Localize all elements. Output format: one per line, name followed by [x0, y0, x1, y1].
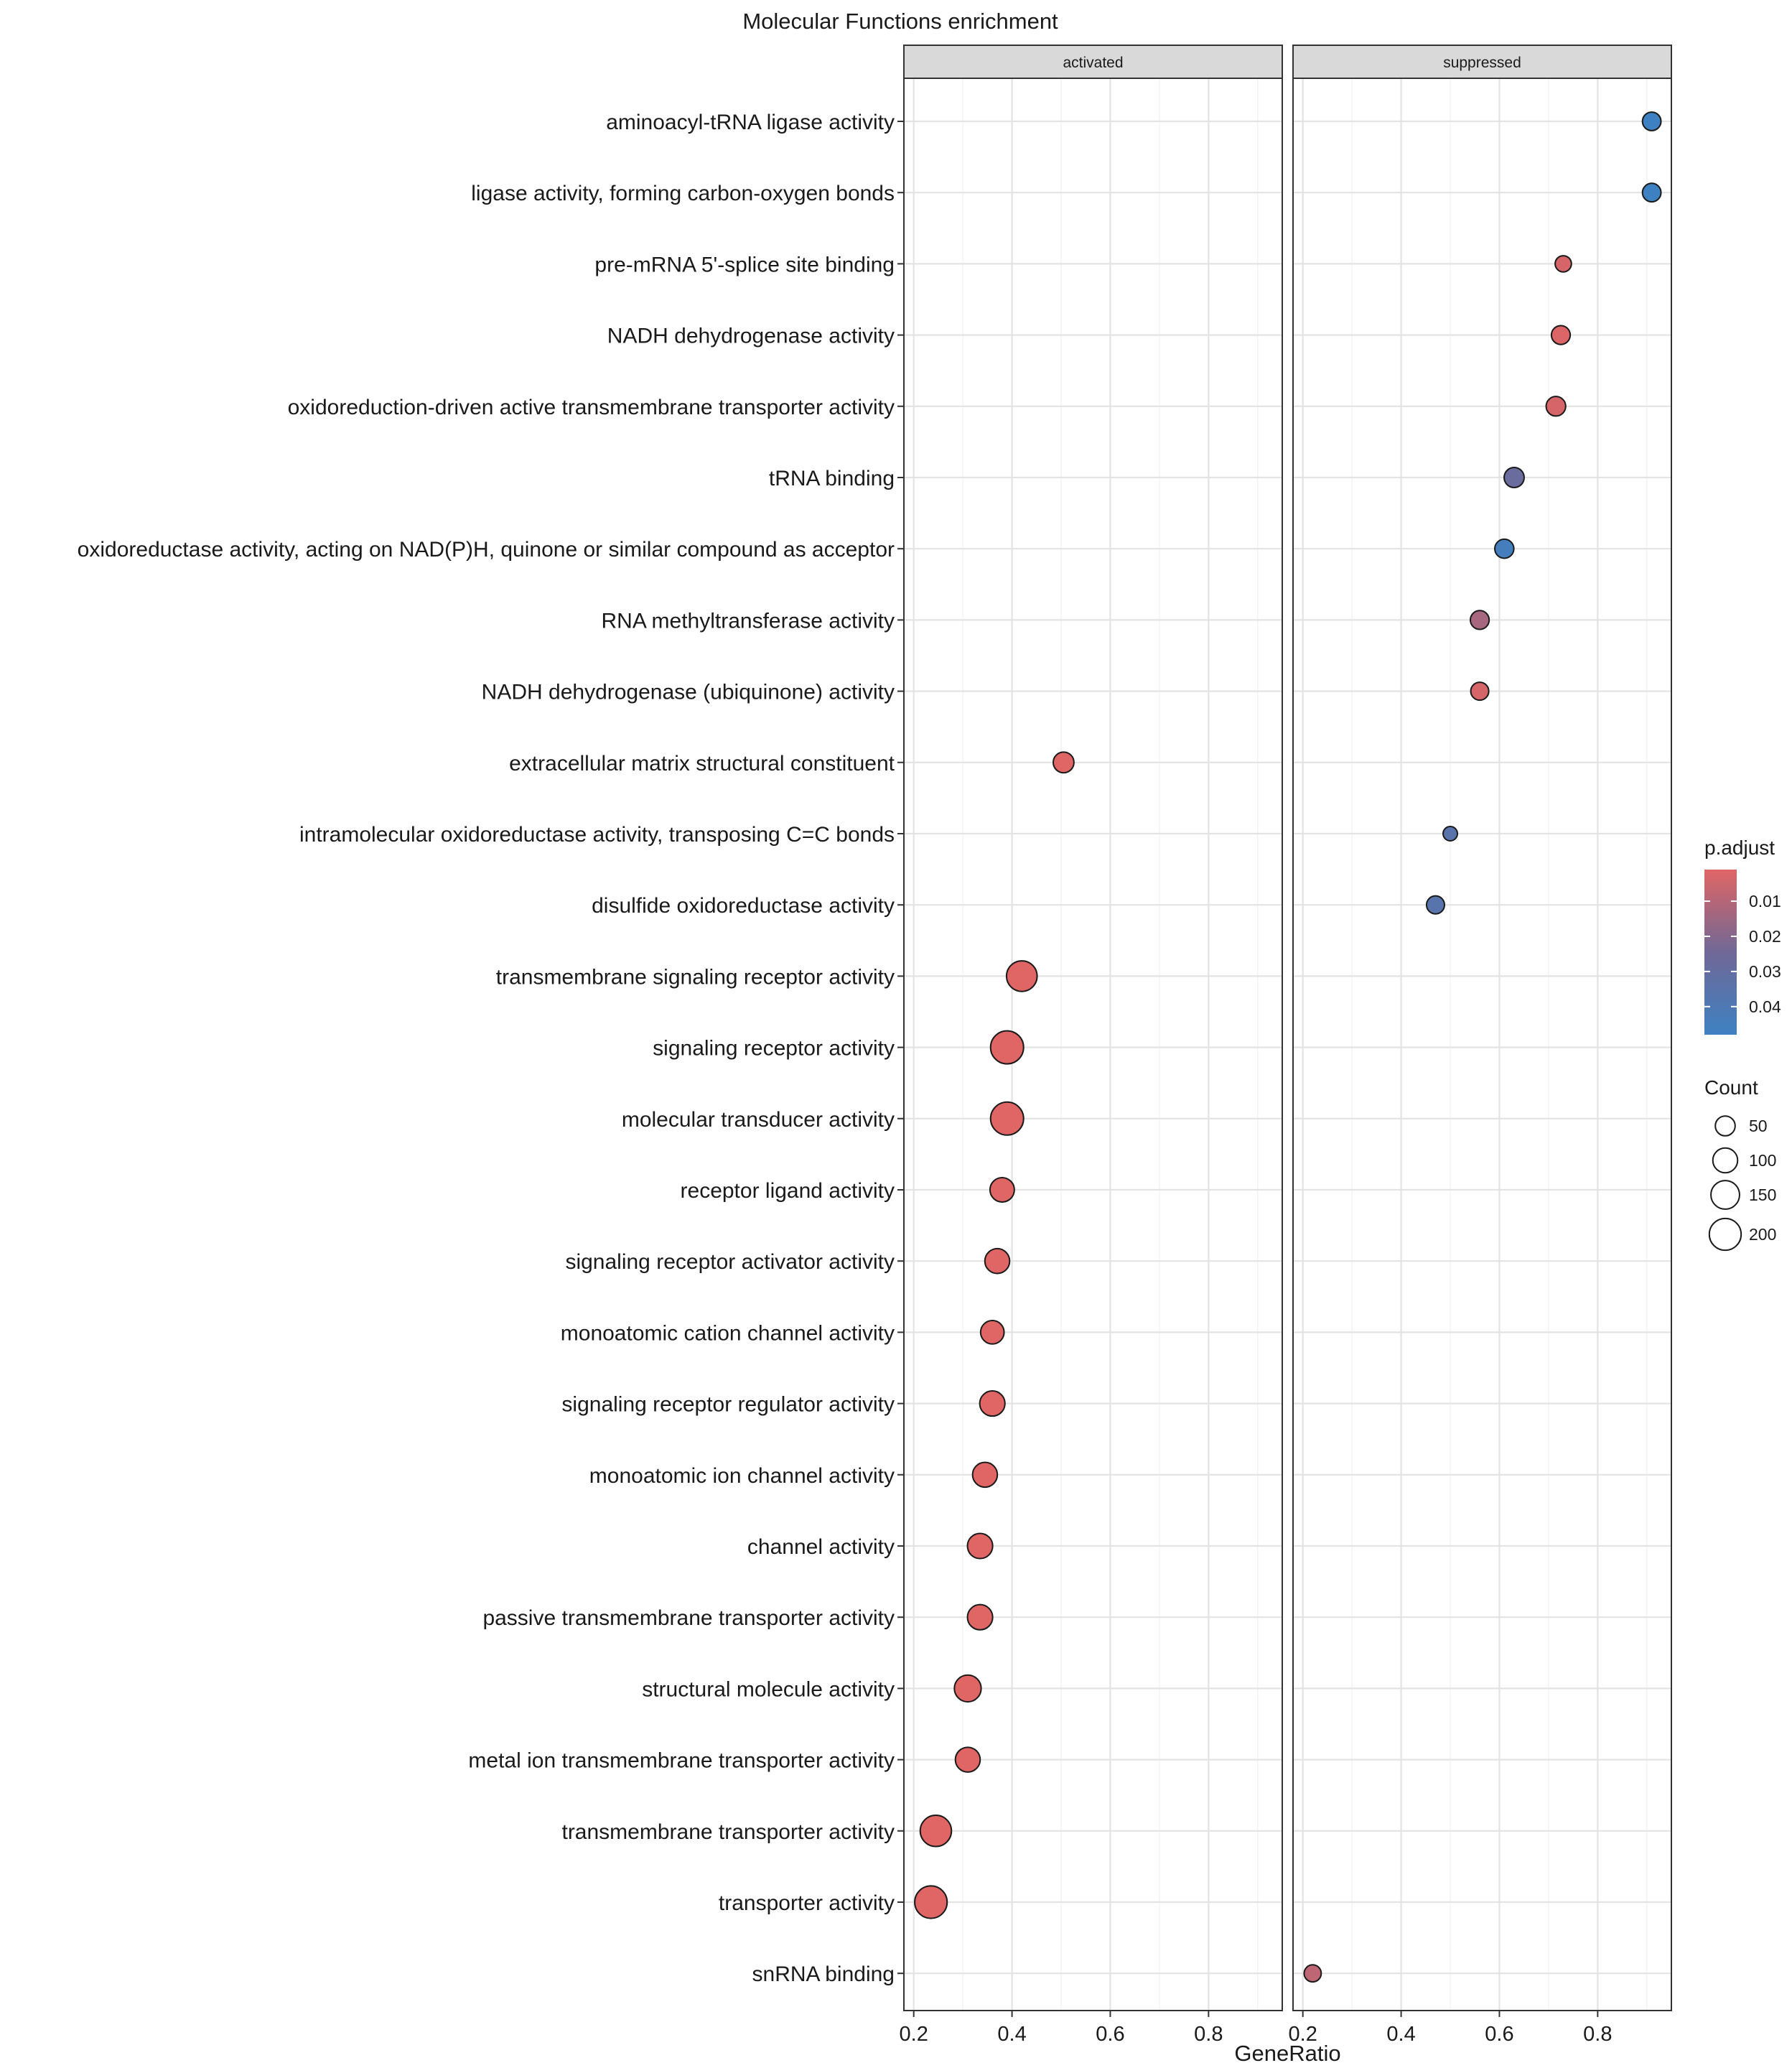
- panel-background: [1293, 78, 1671, 2011]
- x-tick-label: 0.2: [1289, 2023, 1317, 2046]
- data-point: [989, 1030, 1025, 1065]
- chart-title: Molecular Functions enrichment: [742, 9, 1058, 34]
- data-point: [954, 1746, 981, 1773]
- y-tick-label: structural molecule activity: [642, 1677, 895, 1701]
- y-tick-label: receptor ligand activity: [681, 1179, 895, 1203]
- x-tick-label: 0.8: [1583, 2023, 1612, 2046]
- size-legend-label: 200: [1749, 1225, 1776, 1244]
- data-point: [1550, 325, 1572, 345]
- size-legend-label: 50: [1749, 1117, 1768, 1135]
- data-point: [1641, 182, 1662, 203]
- color-legend-title: p.adjust: [1704, 837, 1775, 859]
- data-point: [979, 1320, 1005, 1345]
- y-tick-label: transmembrane signaling receptor activit…: [496, 965, 895, 989]
- data-point: [966, 1603, 994, 1631]
- size-legend-circle: [1708, 1217, 1742, 1252]
- y-tick-label: molecular transducer activity: [622, 1108, 895, 1132]
- y-tick-label: oxidoreduction-driven active transmembra…: [288, 396, 895, 419]
- y-tick-label: NADH dehydrogenase activity: [607, 325, 895, 348]
- data-point: [1303, 1964, 1322, 1983]
- facet-label-suppressed: suppressed: [1443, 55, 1521, 71]
- size-legend-circle: [1710, 1180, 1740, 1210]
- y-tick-label: signaling receptor activity: [653, 1037, 895, 1061]
- size-legend-circle: [1712, 1147, 1739, 1174]
- y-tick-label: signaling receptor activator activity: [565, 1250, 895, 1274]
- color-legend-label: 0.02: [1749, 927, 1781, 946]
- y-tick-label: intramolecular oxidoreductase activity, …: [299, 823, 895, 847]
- data-point: [1005, 960, 1038, 992]
- y-tick-label: transmembrane transporter activity: [561, 1820, 895, 1844]
- data-point: [914, 1885, 948, 1919]
- y-tick-label: oxidoreductase activity, acting on NAD(P…: [78, 538, 895, 562]
- facet-strip: [1292, 45, 1672, 79]
- data-point: [1470, 681, 1490, 702]
- size-legend-label: 100: [1749, 1151, 1776, 1170]
- y-tick-label: aminoacyl-tRNA ligase activity: [606, 111, 895, 134]
- data-point: [1503, 467, 1525, 488]
- data-point: [1469, 610, 1490, 630]
- data-point: [966, 1532, 994, 1560]
- color-legend-label: 0.01: [1749, 892, 1781, 910]
- color-legend-label: 0.04: [1749, 997, 1781, 1016]
- data-point: [919, 1815, 953, 1848]
- data-point: [979, 1390, 1006, 1417]
- x-tick-label: 0.4: [997, 2023, 1026, 2046]
- data-point: [1554, 255, 1572, 273]
- data-point: [1052, 751, 1075, 774]
- y-tick-label: passive transmembrane transporter activi…: [482, 1606, 895, 1630]
- data-point: [989, 1177, 1015, 1203]
- y-tick-label: monoatomic cation channel activity: [561, 1321, 895, 1345]
- y-tick-label: snRNA binding: [752, 1962, 895, 1986]
- y-tick-label: ligase activity, forming carbon-oxygen b…: [471, 182, 895, 205]
- facet-label-activated: activated: [1063, 55, 1123, 71]
- panel-background: [904, 78, 1282, 2011]
- y-tick-label: disulfide oxidoreductase activity: [592, 894, 895, 918]
- y-tick-label: pre-mRNA 5'-splice site binding: [594, 253, 895, 276]
- data-point: [984, 1247, 1011, 1275]
- x-tick-label: 0.6: [1485, 2023, 1513, 2046]
- x-tick-label: 0.4: [1386, 2023, 1415, 2046]
- x-tick-label: 0.2: [900, 2023, 928, 2046]
- x-tick-label: 0.6: [1096, 2023, 1124, 2046]
- y-tick-label: transporter activity: [719, 1891, 895, 1915]
- color-legend-bar: [1704, 870, 1737, 1035]
- panel-border: [903, 78, 1283, 2011]
- data-point: [1425, 895, 1446, 915]
- data-point: [1545, 396, 1567, 417]
- y-tick-label: metal ion transmembrane transporter acti…: [468, 1749, 895, 1773]
- y-tick-label: RNA methyltransferase activity: [602, 609, 895, 633]
- facet-strip: [903, 45, 1283, 79]
- data-point: [989, 1101, 1025, 1136]
- y-tick-label: monoatomic ion channel activity: [589, 1464, 895, 1488]
- size-legend-circle: [1714, 1115, 1736, 1137]
- data-point: [1494, 538, 1515, 559]
- y-tick-label: tRNA binding: [769, 467, 895, 490]
- data-point: [1641, 111, 1662, 131]
- data-point: [1442, 826, 1459, 842]
- data-point: [953, 1674, 982, 1703]
- y-tick-label: extracellular matrix structural constitu…: [509, 752, 895, 776]
- x-axis-title: GeneRatio: [1234, 2041, 1340, 2066]
- panel-border: [1292, 78, 1672, 2011]
- size-legend-title: Count: [1704, 1076, 1758, 1099]
- y-tick-label: signaling receptor regulator activity: [561, 1393, 895, 1417]
- data-point: [971, 1461, 999, 1489]
- y-tick-label: channel activity: [747, 1535, 895, 1559]
- y-tick-label: NADH dehydrogenase (ubiquinone) activity: [482, 681, 895, 704]
- x-tick-label: 0.8: [1194, 2023, 1223, 2046]
- size-legend-label: 150: [1749, 1186, 1776, 1204]
- color-legend-label: 0.03: [1749, 962, 1781, 981]
